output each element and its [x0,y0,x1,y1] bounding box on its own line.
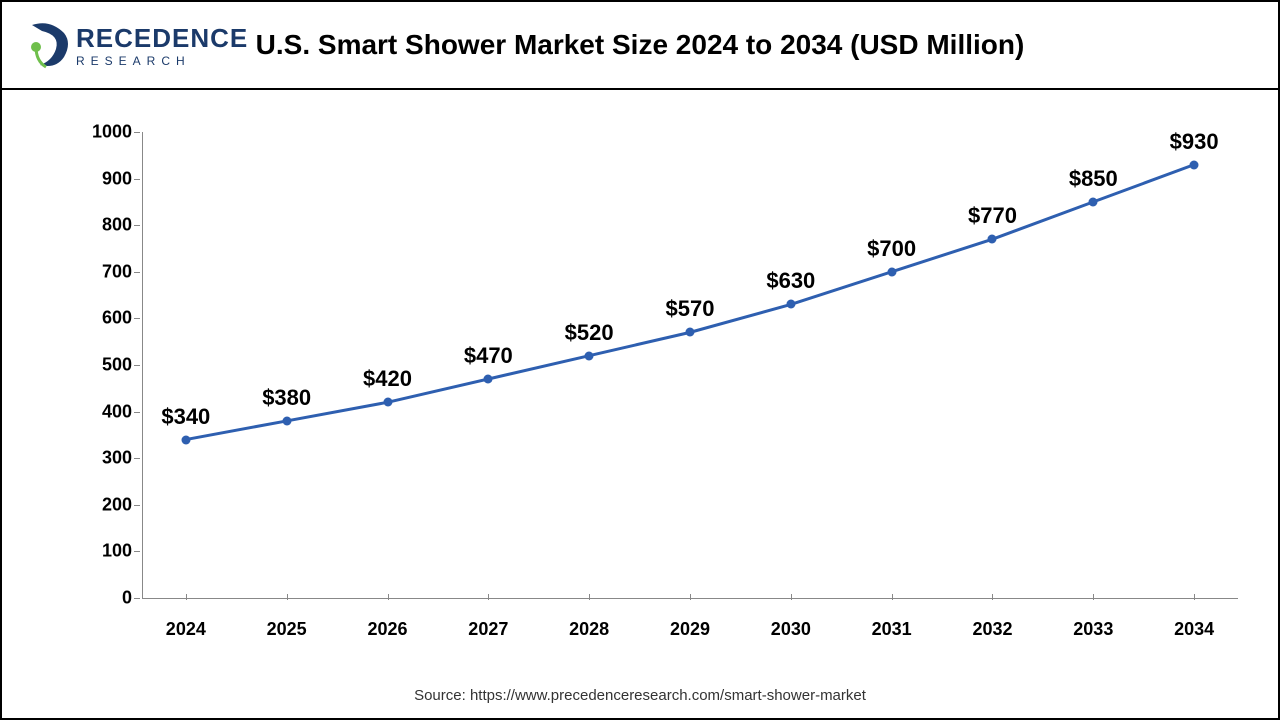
data-label: $630 [766,268,815,294]
data-label: $340 [161,404,210,430]
data-marker [988,235,997,244]
data-label: $770 [968,203,1017,229]
data-marker [484,374,493,383]
data-marker [585,351,594,360]
source-text: Source: https://www.precedenceresearch.c… [2,687,1278,704]
data-label: $470 [464,343,513,369]
data-marker [181,435,190,444]
data-label: $570 [666,296,715,322]
data-marker [887,267,896,276]
data-label: $420 [363,366,412,392]
data-marker [1190,160,1199,169]
data-label: $700 [867,236,916,262]
data-marker [786,300,795,309]
line-series [72,122,1248,658]
data-label: $850 [1069,166,1118,192]
chart-area: 0100200300400500600700800900100020242025… [72,122,1248,658]
chart-title: U.S. Smart Shower Market Size 2024 to 20… [2,29,1278,61]
data-label: $380 [262,385,311,411]
data-marker [1089,197,1098,206]
data-marker [686,328,695,337]
data-label: $930 [1170,129,1219,155]
chart-frame: RECEDENCE RESEARCH U.S. Smart Shower Mar… [0,0,1280,720]
header: RECEDENCE RESEARCH U.S. Smart Shower Mar… [2,2,1278,90]
data-label: $520 [565,320,614,346]
data-marker [383,398,392,407]
data-marker [282,416,291,425]
